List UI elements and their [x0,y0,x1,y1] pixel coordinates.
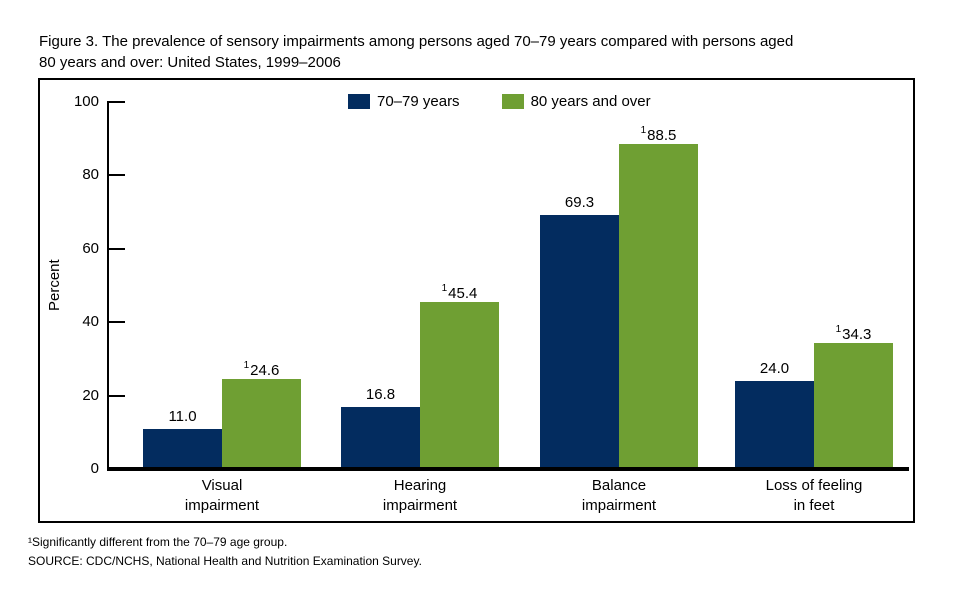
footnote-significance: ¹Significantly different from the 70–79 … [28,535,288,549]
bar-value-label: 69.3 [564,193,595,211]
chart-panel: 70–79 years 80 years and over Percent 0 20… [38,78,915,523]
bar-value-label: 188.5 [640,125,677,145]
x-category-label: Hearing impairment [382,477,458,514]
bar-value-label: 145.4 [441,283,478,303]
legend-label: 80 years and over [530,93,651,110]
x-category-label: Balance impairment [581,477,657,514]
bar-80-years-and-over-hearing-impairment [420,302,499,469]
bar-80-years-and-over-balance-impairment [619,144,698,469]
y-tick-label: 60 [82,239,99,257]
y-tick [107,394,125,397]
chart-legend: 70–79 years 80 years and over [348,93,651,110]
bar-80-years-and-over-visual-impairment [222,378,301,469]
bar-70-79-years-hearing-impairment [341,407,420,469]
bar-70-79-years-loss-of-feeling-in-feet [735,380,814,469]
y-tick [107,101,125,103]
y-tick [107,321,125,324]
legend-label: 70–79 years [377,93,460,110]
y-tick-label: 0 [90,460,99,477]
significance-marker: 1 [835,324,842,336]
bar-value-label: 134.3 [835,324,872,344]
y-tick-label: 20 [82,386,99,404]
x-category-label: Loss of feeling in feet [765,477,863,514]
legend-swatch [348,94,370,109]
x-category-label: Visual impairment [184,477,260,514]
footnote-source: SOURCE: CDC/NCHS, National Health and Nu… [28,553,422,568]
y-tick [107,174,125,177]
legend-swatch [501,94,524,109]
y-axis-line [107,101,109,469]
legend-item-80-years-and-over: 80 years and over [501,93,651,110]
bar-value-label: 24.0 [759,359,790,377]
legend-item-70-79-years: 70–79 years [348,93,460,110]
bar-value-label: 11.0 [168,407,197,425]
significance-marker: 1 [640,125,647,137]
y-tick-label: 80 [82,166,99,184]
plot-area: 0 20 40 60 80 100 11.0 16.8 69.3 24.0 124.6 145.4 18… [40,80,913,521]
significance-marker: 1 [243,359,250,371]
bar-80-years-and-over-loss-of-feeling-in-feet [814,343,893,469]
bar-value-label: 124.6 [243,359,280,379]
significance-marker: 1 [441,283,448,295]
y-tick-label: 100 [73,93,99,110]
bar-70-79-years-balance-impairment [540,214,619,469]
y-tick [107,247,125,250]
y-tick-label: 40 [82,313,99,331]
bar-value-label: 16.8 [365,386,396,404]
figure-title: Figure 3. The prevalence of sensory impa… [39,33,794,71]
x-axis-line [107,467,909,471]
footnotes: ¹Significantly different from the 70–79 … [28,533,422,570]
bar-70-79-years-visual-impairment [143,428,222,469]
